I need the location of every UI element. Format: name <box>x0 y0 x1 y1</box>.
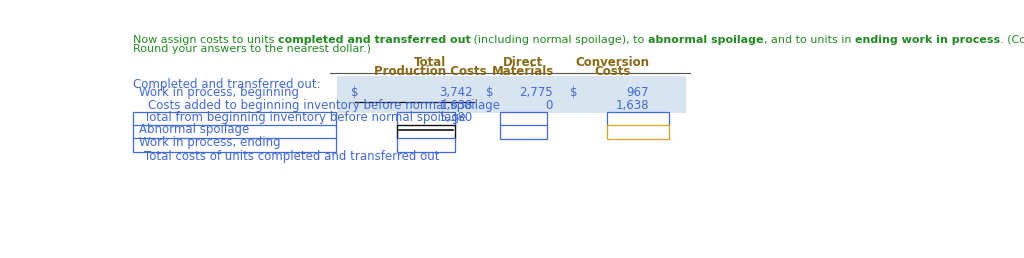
Bar <box>397 138 455 152</box>
Bar <box>500 112 547 126</box>
Bar <box>337 100 686 113</box>
Text: 1,638: 1,638 <box>615 99 649 112</box>
Bar <box>133 112 336 126</box>
Text: Production Costs: Production Costs <box>374 65 486 78</box>
Text: . (Complete all answer boxes. Enter a "0" for any zero amounts.: . (Complete all answer boxes. Enter a "0… <box>999 35 1024 45</box>
Text: Materials: Materials <box>493 65 554 78</box>
Bar <box>607 125 669 139</box>
Text: Conversion: Conversion <box>575 56 649 69</box>
Text: (including normal spoilage), to: (including normal spoilage), to <box>470 35 648 45</box>
Bar <box>607 112 669 126</box>
Text: Total: Total <box>414 56 446 69</box>
Bar <box>133 125 336 139</box>
Text: Completed and transferred out:: Completed and transferred out: <box>133 78 321 91</box>
Bar <box>337 88 686 101</box>
Bar <box>397 125 455 139</box>
Text: Direct: Direct <box>503 56 544 69</box>
Text: 2,775: 2,775 <box>519 86 553 99</box>
Text: $: $ <box>569 86 578 99</box>
Bar <box>397 112 455 126</box>
Text: Abnormal spoilage: Abnormal spoilage <box>139 123 249 136</box>
Text: $: $ <box>486 86 494 99</box>
Text: Total from beginning inventory before normal spoilage: Total from beginning inventory before no… <box>143 111 466 124</box>
Text: abnormal spoilage: abnormal spoilage <box>648 35 764 45</box>
Text: Work in process, beginning: Work in process, beginning <box>139 86 299 99</box>
Text: $: $ <box>351 86 358 99</box>
Text: Costs added to beginning inventory before normal spoilage: Costs added to beginning inventory befor… <box>148 99 500 112</box>
Bar <box>337 76 686 89</box>
Text: Costs: Costs <box>594 65 631 78</box>
Text: 3,742: 3,742 <box>439 86 473 99</box>
Bar <box>500 125 547 139</box>
Text: Now assign costs to units: Now assign costs to units <box>133 35 278 45</box>
Text: ending work in process: ending work in process <box>854 35 999 45</box>
Text: Total costs of units completed and transferred out: Total costs of units completed and trans… <box>143 150 439 163</box>
Text: Round your answers to the nearest dollar.): Round your answers to the nearest dollar… <box>133 44 371 54</box>
Text: 1,638: 1,638 <box>439 99 473 112</box>
Bar <box>133 138 336 152</box>
Text: 0: 0 <box>546 99 553 112</box>
Text: , and to units in: , and to units in <box>764 35 854 45</box>
Text: 967: 967 <box>627 86 649 99</box>
Text: completed and transferred out: completed and transferred out <box>278 35 470 45</box>
Text: Work in process, ending: Work in process, ending <box>139 136 281 149</box>
Text: 5,380: 5,380 <box>439 111 473 124</box>
